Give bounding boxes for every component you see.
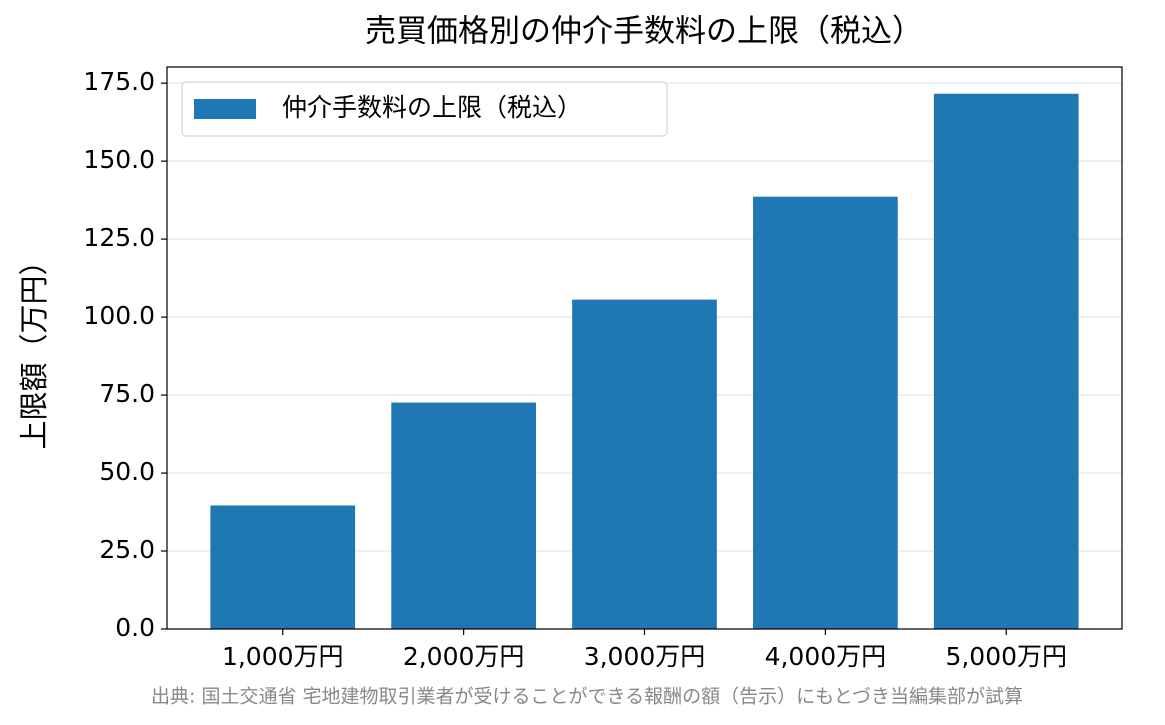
y-tick-label: 0.0	[115, 613, 155, 642]
y-tick-label: 125.0	[83, 223, 155, 252]
bar	[210, 505, 356, 629]
y-tick-label: 25.0	[99, 535, 155, 564]
legend-swatch	[194, 99, 256, 119]
chart-title: 売買価格別の仲介手数料の上限（税込）	[365, 14, 923, 50]
bar	[753, 196, 898, 629]
legend: 仲介手数料の上限（税込）	[181, 81, 668, 137]
plot-frame	[166, 66, 1123, 630]
x-tick-label: 5,000万円	[945, 642, 1067, 671]
y-tick-label: 75.0	[99, 379, 155, 408]
y-tick-label: 100.0	[83, 301, 155, 330]
bar	[572, 299, 717, 629]
y-tick-label: 150.0	[83, 145, 155, 174]
y-tick-label: 175.0	[83, 67, 155, 96]
x-tick-label: 4,000万円	[765, 642, 887, 671]
x-tick-label: 1,000万円	[222, 642, 344, 671]
x-tick-label: 2,000万円	[403, 642, 525, 671]
y-axis-label: 上限額（万円）	[17, 246, 51, 449]
bar	[933, 93, 1079, 629]
legend-label: 仲介手数料の上限（税込）	[282, 93, 582, 122]
y-tick-label: 50.0	[99, 457, 155, 486]
x-tick-label: 3,000万円	[584, 642, 706, 671]
source-note: 出典: 国土交通省 宅地建物取引業者が受けることができる報酬の額（告示）にもとづ…	[151, 686, 1023, 708]
bar	[391, 402, 536, 629]
legend-box	[181, 81, 668, 137]
